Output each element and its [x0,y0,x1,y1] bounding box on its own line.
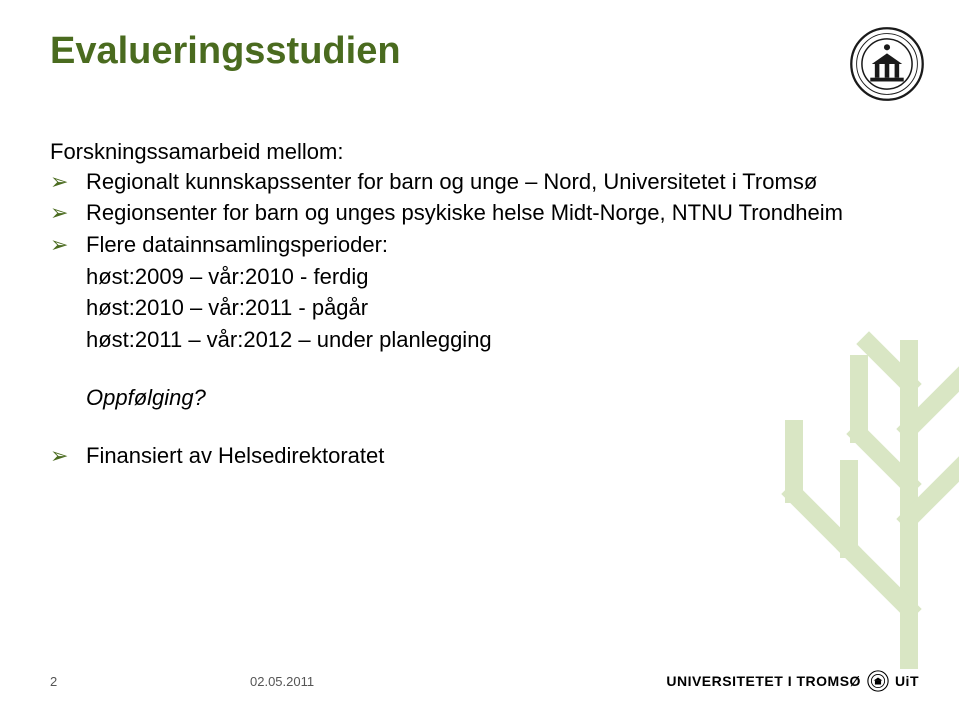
mini-seal-icon [867,670,889,692]
content-block: Forskningssamarbeid mellom: Regionalt ku… [50,137,909,470]
footer: 2 02.05.2011 UNIVERSITETET I TROMSØ UiT [0,667,959,695]
page-number: 2 [50,674,57,689]
brand-suffix: UiT [895,673,919,689]
bullet-text: Flere datainnsamlingsperioder: [86,232,388,257]
university-seal-icon [849,26,925,102]
intro-text: Forskningssamarbeid mellom: [50,137,909,167]
bullet-item: Regionsenter for barn og unges psykiske … [50,198,909,228]
bullet-text: Regionsenter for barn og unges psykiske … [86,200,843,225]
bullet-item: Regionalt kunnskapssenter for barn og un… [50,167,909,197]
bullet-item: Flere datainnsamlingsperioder: [50,230,909,260]
footer-brand: UNIVERSITETET I TROMSØ UiT [666,670,919,692]
page-title: Evalueringsstudien [50,30,909,73]
sub-bullet: høst:2011 – vår:2012 – under planlegging [50,325,909,355]
slide: Evalueringsstudien Forskningssamarbeid m… [0,0,959,713]
followup-text: Oppfølging? [50,383,909,413]
bullet-item: Finansiert av Helsedirektoratet [50,441,909,471]
sub-bullet: høst:2009 – vår:2010 - ferdig [50,262,909,292]
sub-bullet: høst:2010 – vår:2011 - pågår [50,293,909,323]
bullet-text: Finansiert av Helsedirektoratet [86,443,384,468]
footer-date: 02.05.2011 [250,674,314,689]
brand-text: UNIVERSITETET I TROMSØ [666,673,861,689]
bullet-text: Regionalt kunnskapssenter for barn og un… [86,169,817,194]
